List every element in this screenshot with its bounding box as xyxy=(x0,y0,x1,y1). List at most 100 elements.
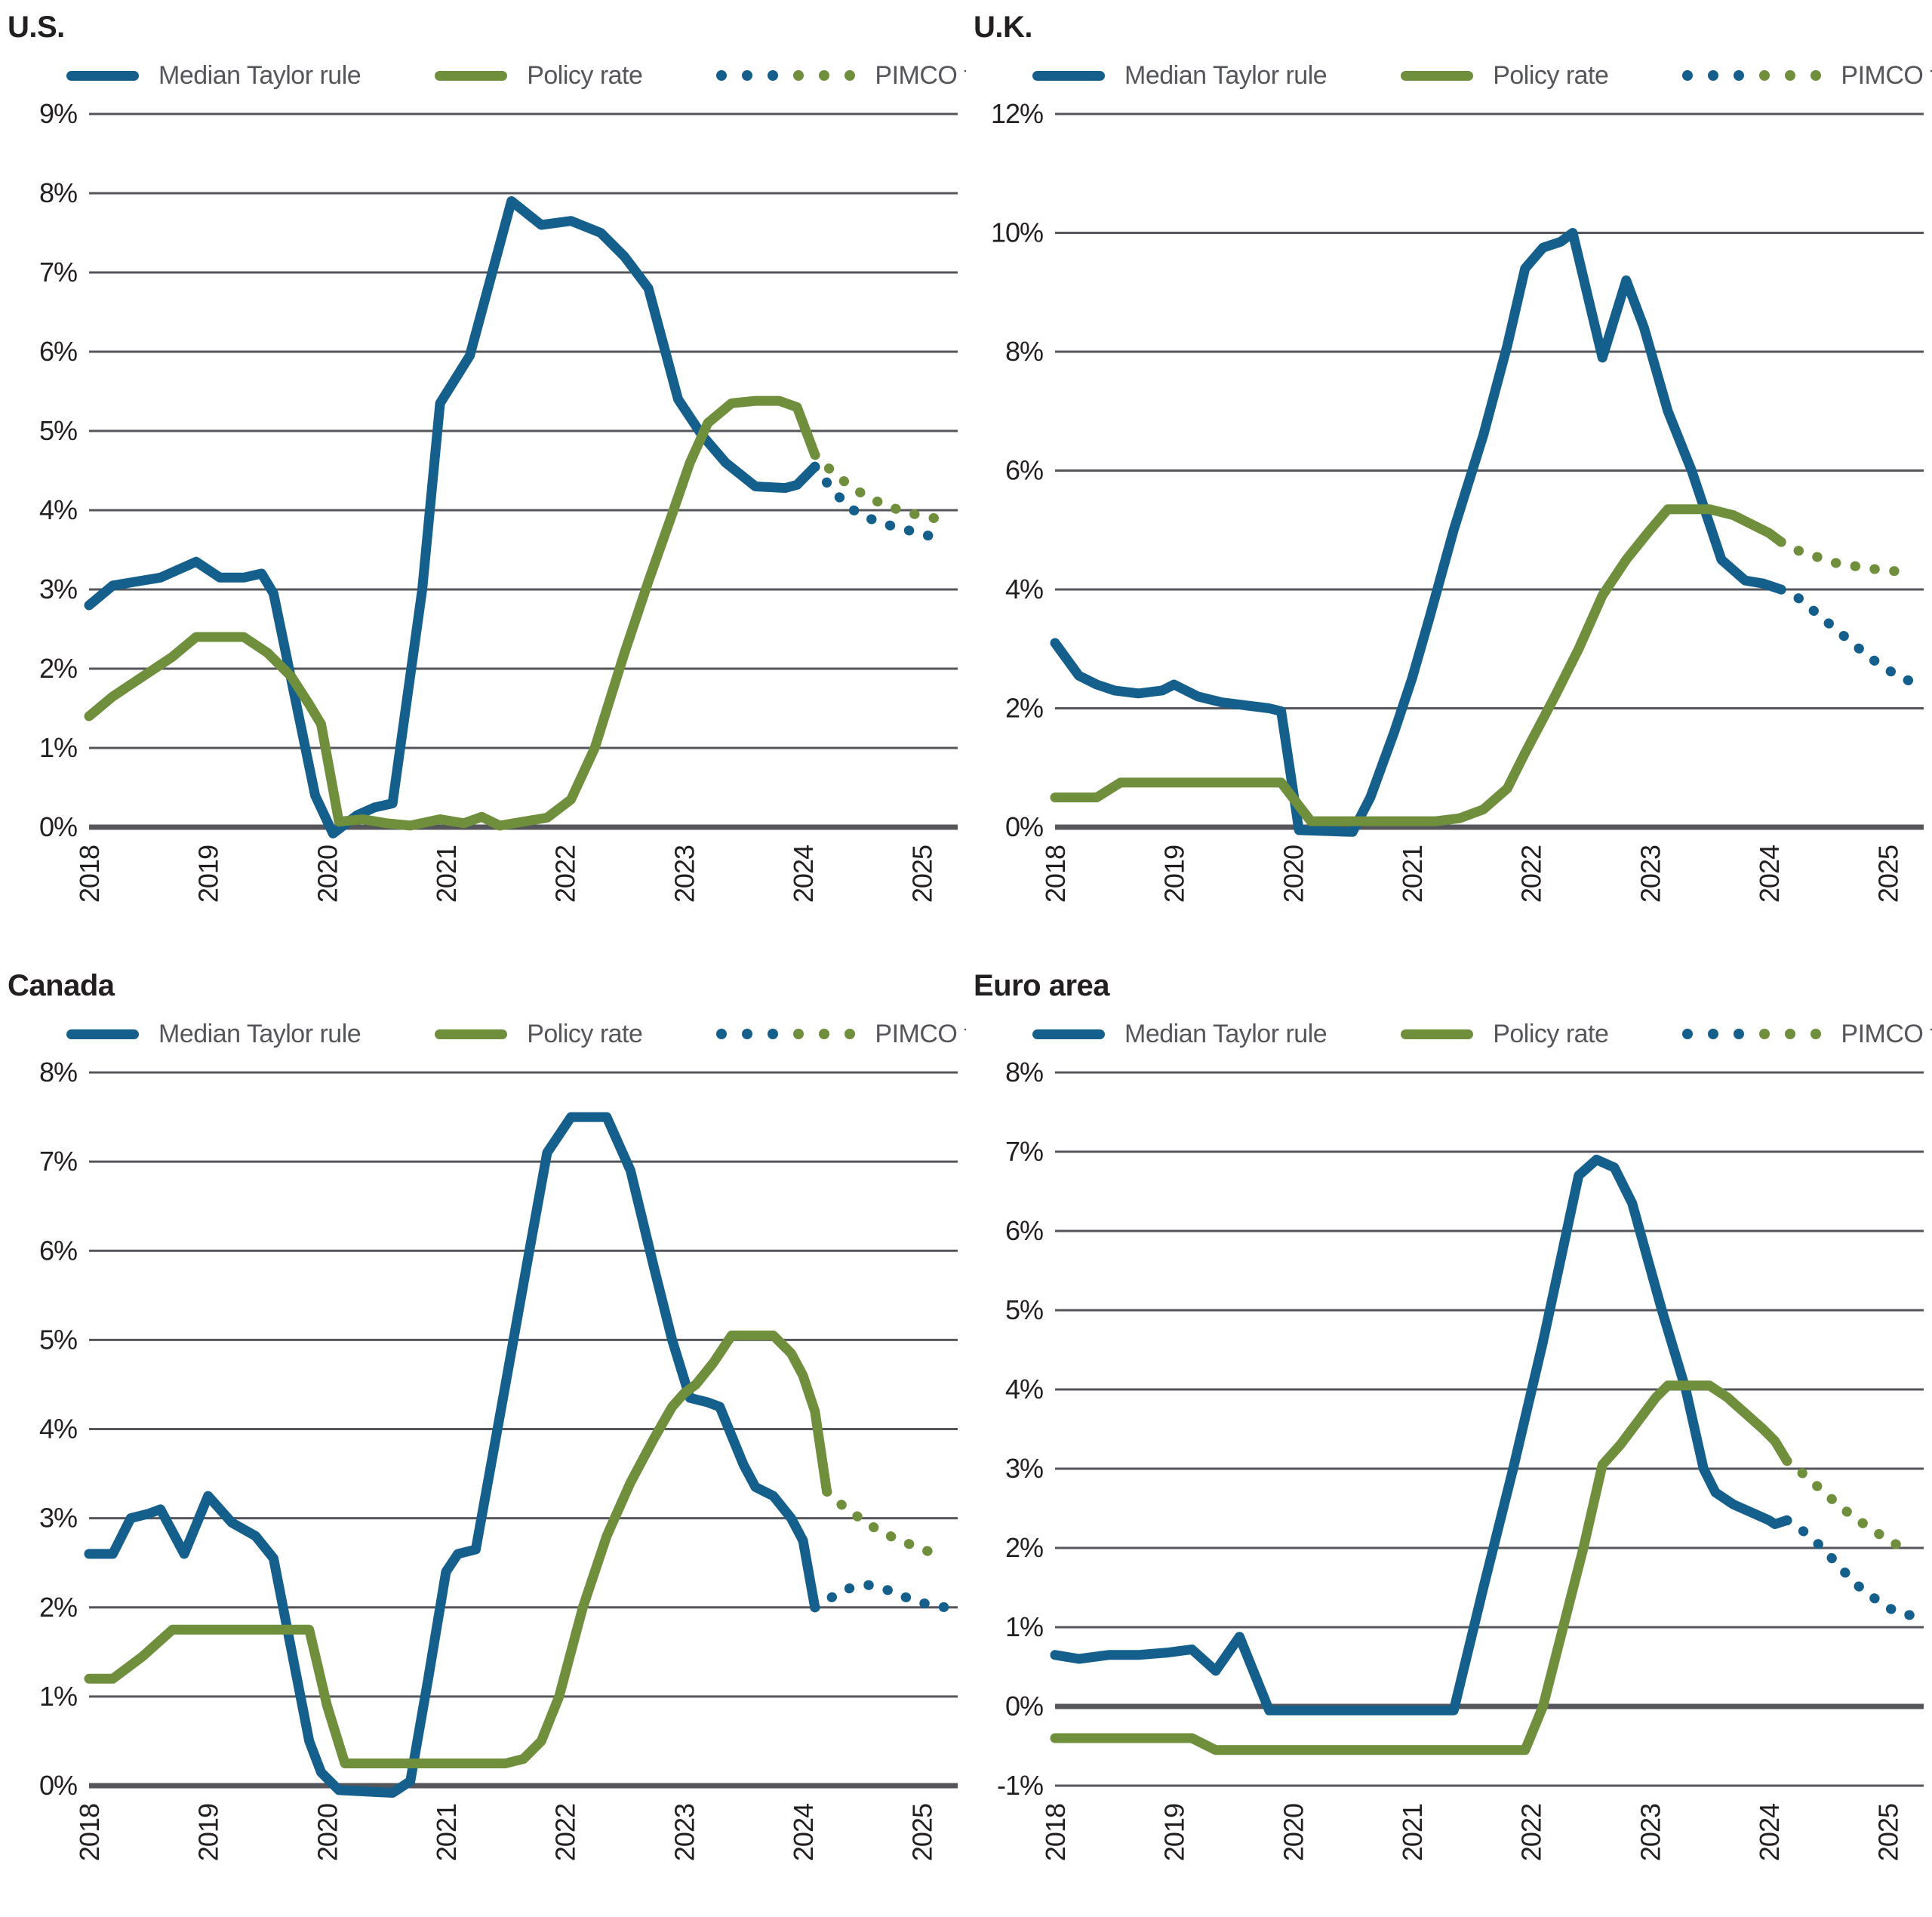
series-policy-rate xyxy=(1050,504,1786,826)
pimco-forecasts-dots-swatch xyxy=(1682,1029,1822,1039)
y-tick-label: 9% xyxy=(39,98,77,129)
legend-item-median-taylor-rule: Median Taylor rule xyxy=(1032,1020,1327,1049)
legend-label: Policy rate xyxy=(1493,1019,1609,1048)
x-tick-label: 2024 xyxy=(788,1804,819,1861)
median-taylor-rule-line-swatch xyxy=(1032,1029,1105,1039)
y-tick-label: 8% xyxy=(1005,1057,1043,1088)
line-chart-uk: 0% 2% 4% 6% 8% 10% 12% 2018 2019 2020 2021 2022 2023… xyxy=(991,98,1924,903)
series-policy-rate xyxy=(1050,1380,1792,1755)
series-pimco-forecast-policy xyxy=(822,1486,951,1559)
legend-label: PIMCO forecasts xyxy=(875,60,966,90)
series-pimco-forecast-taylor xyxy=(1776,584,1917,687)
dot-icon xyxy=(1785,1029,1796,1039)
y-tick-label: 0% xyxy=(39,811,77,842)
series-median-taylor-rule xyxy=(1050,1155,1792,1715)
panel-uk: U.K. Median Taylor rule Policy rate PIMC… xyxy=(966,0,1932,958)
line-chart-us: 0% 1% 2% 3% 4% 5% 6% 7% 8% 9% 2018 2019 2020 2021 2022… xyxy=(39,98,958,903)
y-tick-label: 6% xyxy=(1005,1215,1043,1246)
x-tick-label: 2022 xyxy=(550,1804,581,1861)
pimco-forecasts-dots-swatch xyxy=(716,1029,856,1039)
legend-label: Median Taylor rule xyxy=(158,1019,361,1048)
series-pimco-forecast-policy xyxy=(810,450,951,525)
series-policy-rate xyxy=(84,1331,832,1768)
legend-label: Median Taylor rule xyxy=(1124,1019,1327,1048)
dot-icon xyxy=(1708,70,1719,81)
y-tick-label: 4% xyxy=(1005,1374,1043,1405)
y-tick-label: 7% xyxy=(1005,1136,1043,1167)
y-tick-label: 0% xyxy=(1005,811,1043,842)
dot-icon xyxy=(1682,1029,1694,1039)
x-tick-label: 2020 xyxy=(312,845,343,903)
legend-label: PIMCO forecasts xyxy=(875,1019,966,1048)
x-tick-label: 2025 xyxy=(907,845,938,903)
y-tick-label: 6% xyxy=(39,336,77,367)
policy-rate-line-swatch xyxy=(1401,70,1474,81)
dot-icon xyxy=(716,1029,728,1039)
dot-icon xyxy=(1810,70,1822,81)
dot-icon xyxy=(716,70,728,81)
y-tick-label: 8% xyxy=(1005,336,1043,367)
y-tick-label: 0% xyxy=(1005,1691,1043,1722)
policy-rate-line-swatch xyxy=(435,1029,508,1039)
y-tick-label: 1% xyxy=(39,732,77,763)
y-tick-label: 12% xyxy=(991,98,1043,129)
y-tick-label: 3% xyxy=(1005,1453,1043,1484)
y-tick-label: -1% xyxy=(997,1770,1043,1801)
panel-euro-area: Euro area Median Taylor rule Policy rate… xyxy=(966,958,1932,1917)
x-tick-label: 2018 xyxy=(74,845,105,903)
line-chart-canada: 0% 1% 2% 3% 4% 5% 6% 7% 8% 2018 2019 2020 2021 2022 20… xyxy=(39,1057,958,1861)
x-tick-label: 2020 xyxy=(1278,845,1309,903)
legend-item-policy-rate: Policy rate xyxy=(435,60,643,91)
legend-label: Median Taylor rule xyxy=(1124,60,1327,90)
x-tick-label: 2025 xyxy=(1873,845,1904,903)
legend-item-pimco-forecasts: PIMCO forecasts xyxy=(716,1020,966,1049)
dot-icon xyxy=(768,1029,779,1039)
x-tick-label: 2023 xyxy=(1635,845,1666,903)
series-median-taylor-rule xyxy=(84,1112,820,1798)
series-pimco-forecast-policy xyxy=(1782,1456,1917,1553)
x-tick-label: 2020 xyxy=(312,1804,343,1861)
y-tick-label: 1% xyxy=(39,1681,77,1712)
legend: Median Taylor rule Policy rate PIMCO for… xyxy=(1032,59,1932,92)
y-tick-label: 5% xyxy=(39,1324,77,1355)
panel-us: U.S. Median Taylor rule Policy rate PIMC… xyxy=(0,0,966,958)
line-chart-euro-area: -1% 0% 1% 2% 3% 4% 5% 6% 7% 8% 2018 2019 2020 2021 202… xyxy=(997,1057,1924,1861)
series-policy-rate xyxy=(84,395,820,831)
legend: Median Taylor rule Policy rate PIMCO for… xyxy=(1032,1017,1932,1051)
dot-icon xyxy=(1759,1029,1770,1039)
y-tick-label: 6% xyxy=(39,1235,77,1266)
y-tick-label: 8% xyxy=(39,1057,77,1088)
y-tick-label: 2% xyxy=(39,653,77,684)
policy-rate-line-swatch xyxy=(435,70,508,81)
x-tick-label: 2019 xyxy=(193,1804,224,1861)
legend: Median Taylor rule Policy rate PIMCO for… xyxy=(66,59,966,92)
legend-item-policy-rate: Policy rate xyxy=(1401,60,1609,91)
x-tick-label: 2021 xyxy=(431,845,462,903)
series-median-taylor-rule xyxy=(1050,228,1786,837)
legend-item-pimco-forecasts: PIMCO forecasts xyxy=(1682,1020,1932,1049)
y-tick-label: 1% xyxy=(1005,1611,1043,1642)
legend-label: PIMCO forecasts xyxy=(1841,1019,1932,1048)
legend-item-median-taylor-rule: Median Taylor rule xyxy=(1032,61,1327,91)
y-tick-label: 2% xyxy=(1005,693,1043,724)
x-tick-label: 2021 xyxy=(1397,845,1428,903)
dot-icon xyxy=(1785,70,1796,81)
dot-icon xyxy=(1708,1029,1719,1039)
y-tick-label: 5% xyxy=(39,415,77,446)
x-tick-label: 2025 xyxy=(907,1804,938,1861)
dot-icon xyxy=(768,70,779,81)
dot-icon xyxy=(742,1029,753,1039)
legend-item-pimco-forecasts: PIMCO forecasts xyxy=(716,61,966,91)
dot-icon xyxy=(844,70,856,81)
x-tick-label: 2020 xyxy=(1278,1804,1309,1861)
series-pimco-forecast-policy xyxy=(1776,537,1917,577)
legend-item-median-taylor-rule: Median Taylor rule xyxy=(66,1020,361,1049)
dot-icon xyxy=(1734,70,1745,81)
legend-label: Policy rate xyxy=(527,60,643,90)
x-tick-label: 2018 xyxy=(74,1804,105,1861)
legend-label: Policy rate xyxy=(1493,60,1609,90)
legend-label: PIMCO forecasts xyxy=(1841,60,1932,90)
y-tick-label: 7% xyxy=(39,1146,77,1177)
legend-item-policy-rate: Policy rate xyxy=(435,1020,643,1049)
